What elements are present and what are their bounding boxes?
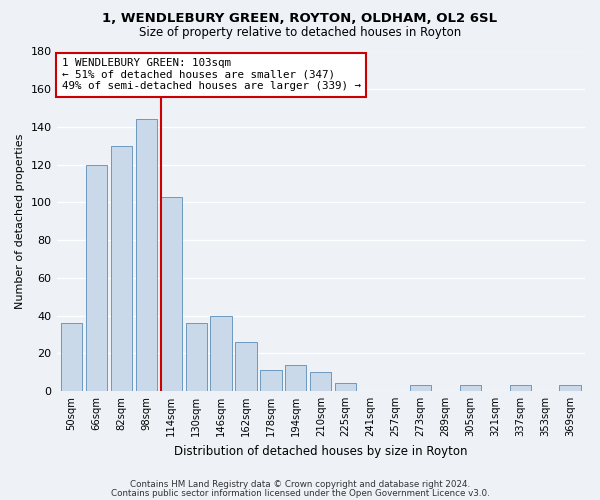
Bar xyxy=(509,386,531,391)
Text: 1 WENDLEBURY GREEN: 103sqm
← 51% of detached houses are smaller (347)
49% of sem: 1 WENDLEBURY GREEN: 103sqm ← 51% of deta… xyxy=(62,58,361,92)
Bar xyxy=(161,196,182,391)
Text: Size of property relative to detached houses in Royton: Size of property relative to detached ho… xyxy=(139,26,461,39)
Bar xyxy=(559,386,581,391)
Bar xyxy=(86,164,107,391)
Bar xyxy=(310,372,331,391)
Bar xyxy=(460,386,481,391)
X-axis label: Distribution of detached houses by size in Royton: Distribution of detached houses by size … xyxy=(174,444,467,458)
Bar xyxy=(61,323,82,391)
Bar xyxy=(111,146,132,391)
Text: Contains public sector information licensed under the Open Government Licence v3: Contains public sector information licen… xyxy=(110,488,490,498)
Text: Contains HM Land Registry data © Crown copyright and database right 2024.: Contains HM Land Registry data © Crown c… xyxy=(130,480,470,489)
Bar xyxy=(285,364,307,391)
Bar xyxy=(410,386,431,391)
Bar xyxy=(185,323,207,391)
Bar xyxy=(136,120,157,391)
Bar xyxy=(211,316,232,391)
Text: 1, WENDLEBURY GREEN, ROYTON, OLDHAM, OL2 6SL: 1, WENDLEBURY GREEN, ROYTON, OLDHAM, OL2… xyxy=(103,12,497,26)
Y-axis label: Number of detached properties: Number of detached properties xyxy=(15,134,25,309)
Bar xyxy=(335,384,356,391)
Bar xyxy=(260,370,281,391)
Bar xyxy=(235,342,257,391)
